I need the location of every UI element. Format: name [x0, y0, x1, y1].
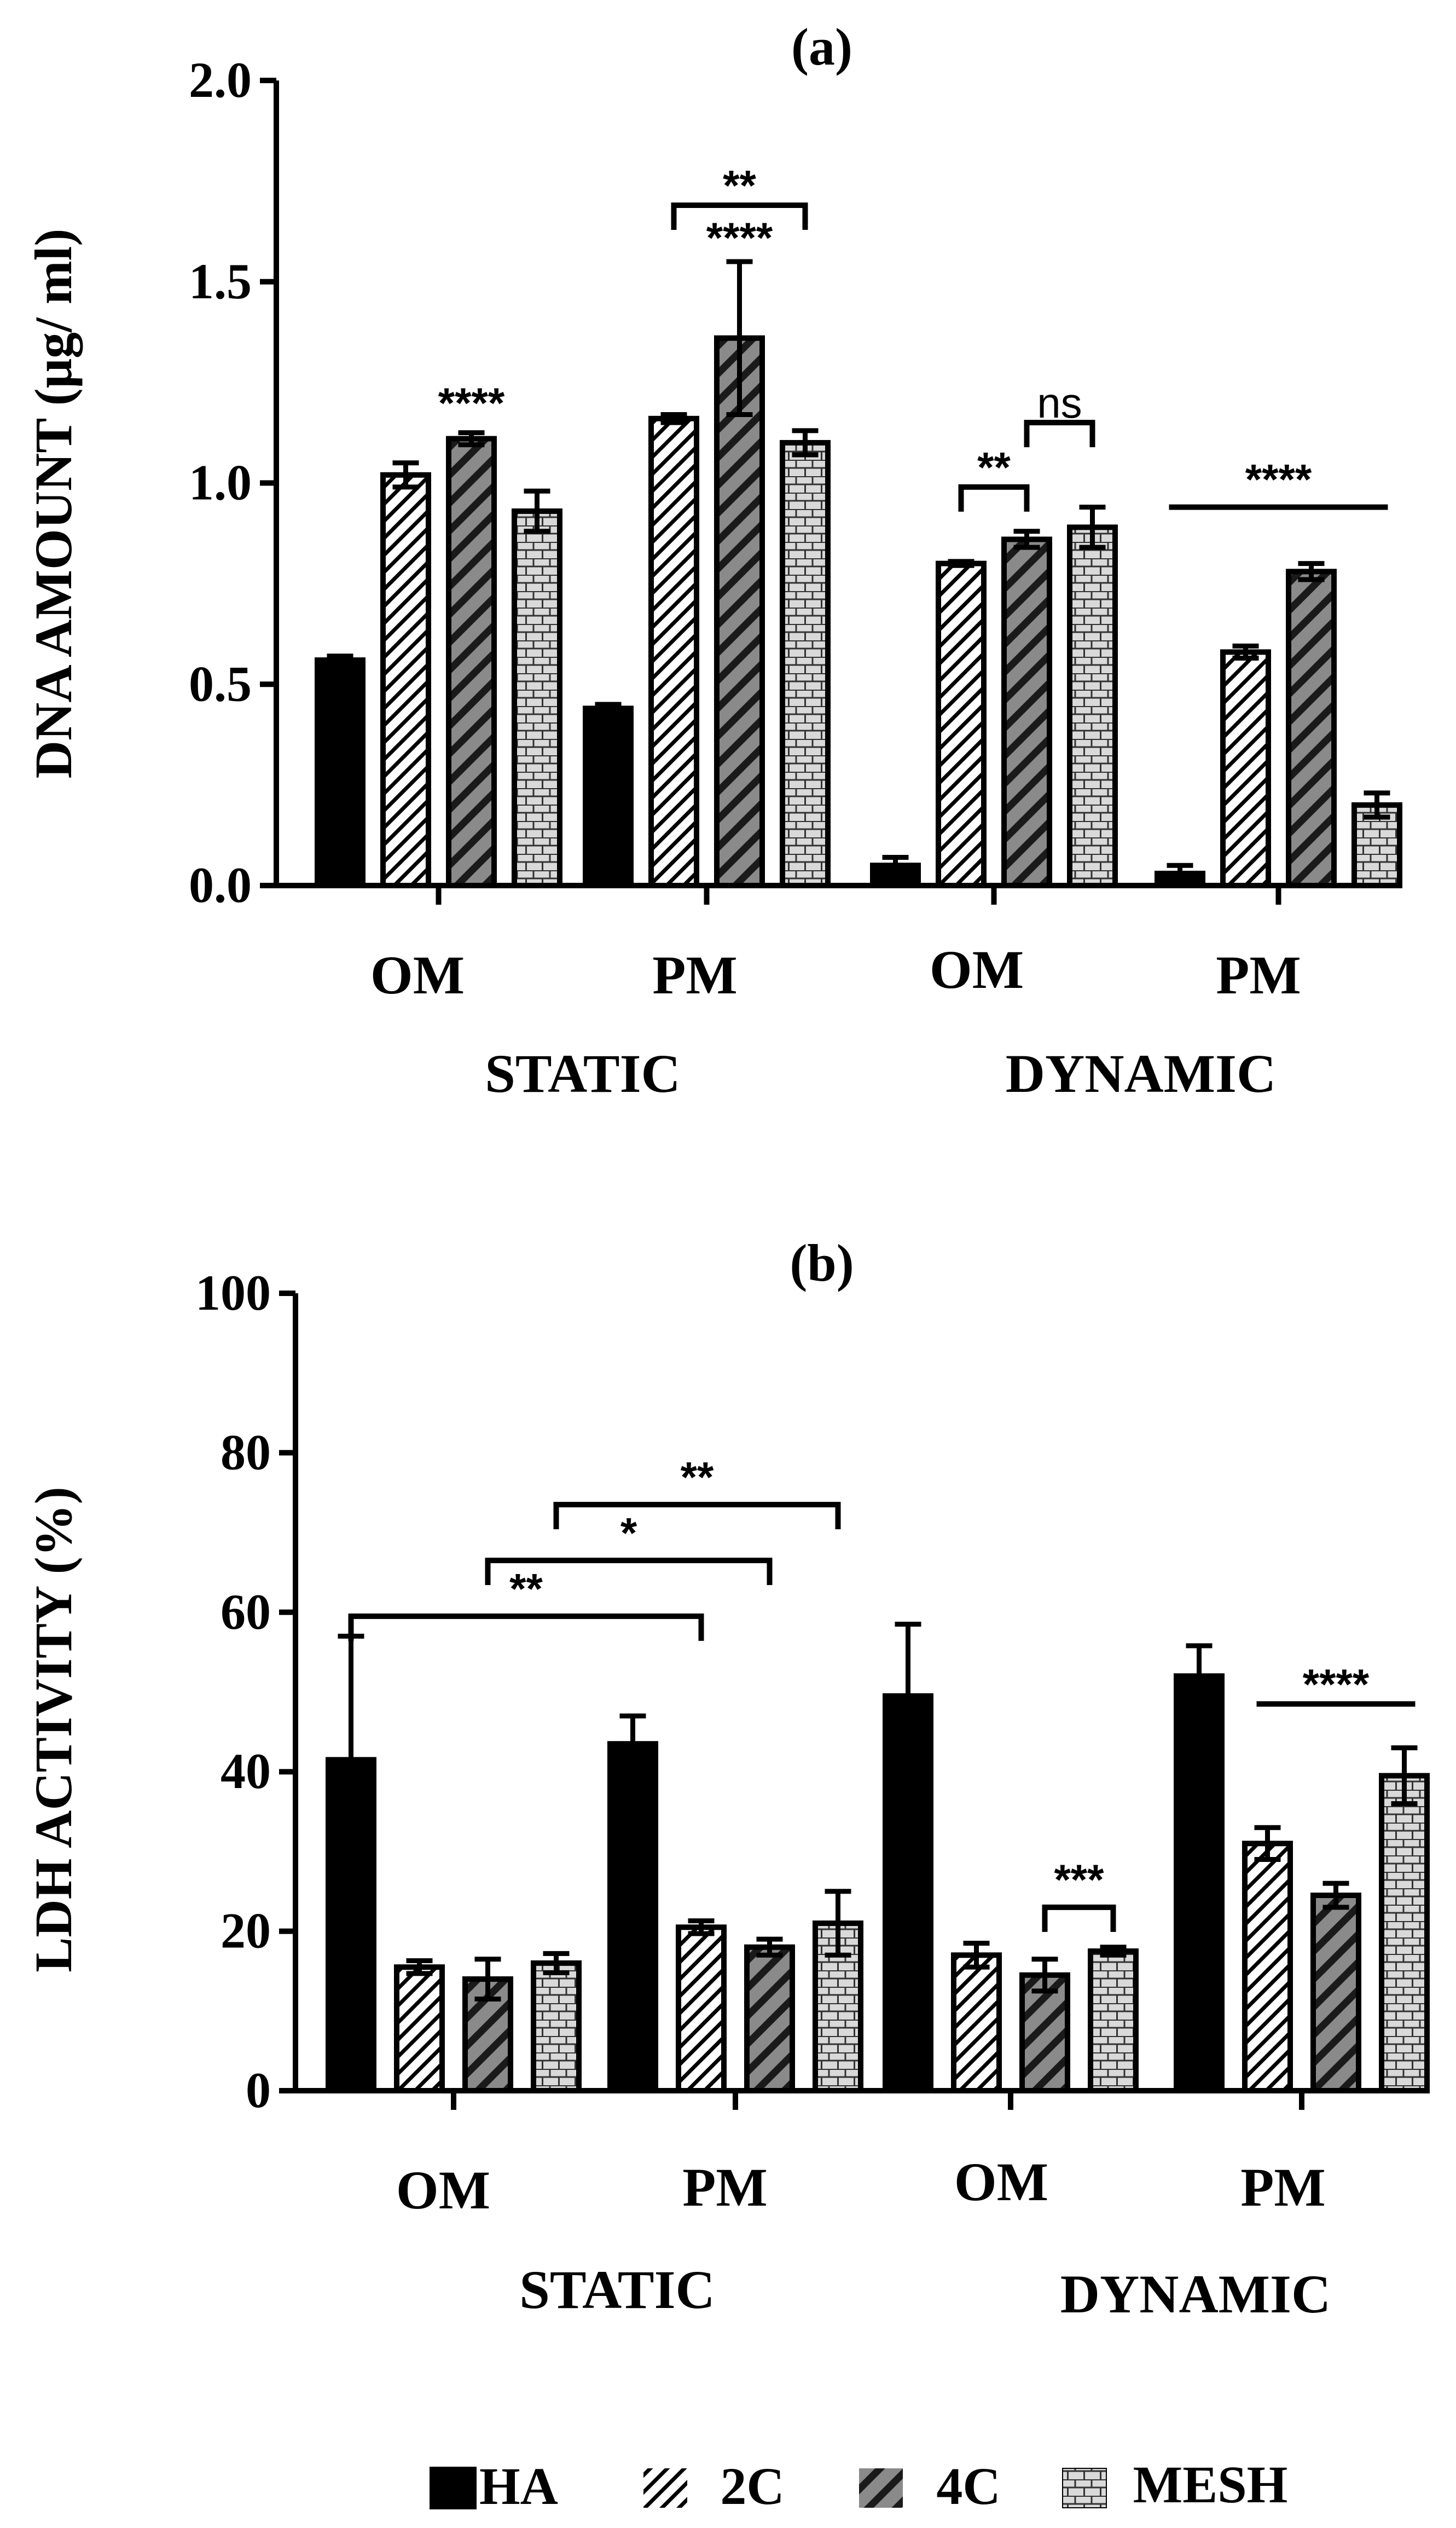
chart-a-y-tick-label: 1.5 [189, 253, 252, 309]
chart-b-sig-label: **** [1303, 1660, 1370, 1708]
chart-b-group-dynamic: DYNAMIC [1060, 2264, 1331, 2324]
chart-b-bar-ha [1174, 1673, 1225, 2094]
chart-a-sig-bracket [958, 484, 1030, 512]
chart-a-sig-label: **** [706, 213, 773, 262]
chart-a-bar-4c [714, 335, 765, 888]
chart-a-y-tick-label: 0.0 [189, 857, 252, 913]
chart-a-bar-4c [1286, 569, 1337, 889]
chart-a-sig-bracket [671, 203, 808, 230]
chart-a-bar-ha [1155, 870, 1205, 889]
legend-label-2c: 2C [720, 2457, 784, 2515]
chart-b-y-tick-label: 20 [221, 1903, 271, 1959]
chart-a-x-tick-label: OM [370, 945, 465, 1005]
chart-a-x-tick-label: PM [652, 945, 737, 1005]
chart-b-bar-4c [744, 1944, 795, 2093]
chart-a-x-tick-label: PM [1216, 945, 1301, 1005]
chart-a-bar-2c [936, 560, 987, 888]
legend-swatch-2c [643, 2468, 687, 2508]
legend-label-ha: HA [479, 2457, 558, 2515]
chart-a-bar-2c [648, 415, 699, 888]
chart-b-sig-bracket [553, 1502, 841, 1530]
chart-b-bar-ha [607, 1741, 658, 2094]
legend-label-4c: 4C [936, 2457, 1000, 2515]
chart-a-bar-mesh [1067, 524, 1118, 888]
chart-b-title: (b) [790, 1234, 854, 1292]
chart-b-x-tick-label: OM [396, 2160, 490, 2220]
chart-b-sig-label: *** [1054, 1855, 1104, 1904]
chart-a-bar-mesh [780, 439, 831, 888]
chart-a-sig-label: ** [723, 161, 756, 210]
chart-b-x-tick-label: OM [954, 2151, 1048, 2212]
chart-a-plot: 0.00.51.01.52.0OM PM OM PM************ns***… [189, 52, 1402, 1005]
chart-b-bar-2c [1242, 1841, 1293, 2094]
chart-b-sig-label: ** [509, 1564, 543, 1612]
chart-a-ylabel: DNA AMOUNT (μg/ ml) [24, 229, 83, 779]
chart-b-y-tick-label: 80 [221, 1424, 271, 1480]
chart-b-sig-label: * [620, 1508, 637, 1557]
chart-a-y-tick-label: 2.0 [189, 52, 252, 108]
chart-b-ylabel: LDH ACTIVITY (%) [24, 1486, 83, 1972]
chart-a-bar-ha [870, 863, 921, 888]
chart-b-bar-mesh [1088, 1948, 1139, 2093]
legend-label-mesh: MESH [1133, 2455, 1288, 2514]
legend-swatch-ha [430, 2467, 477, 2509]
chart-b-bar-2c [676, 1924, 727, 2093]
chart-a-bar-4c [446, 436, 497, 888]
chart-b-sig-bracket [348, 1613, 704, 1641]
chart-a-sig-bracket [1024, 420, 1095, 448]
chart-a-sig-label: **** [438, 379, 505, 427]
chart-b-x-tick-label: PM [682, 2157, 767, 2218]
chart-a-x-tick-label: OM [930, 939, 1024, 1000]
chart-b-y-tick-label: 60 [221, 1584, 271, 1640]
chart-b-y-tick-label: 0 [246, 2062, 271, 2118]
chart-b-sig-bracket [485, 1558, 773, 1586]
chart-a-group-static: STATIC [485, 1043, 681, 1104]
chart-b-group-static: STATIC [519, 2259, 715, 2320]
chart-b-bar-2c [394, 1964, 445, 2094]
chart-a-bar-2c [380, 472, 431, 888]
chart-a-sig-label: **** [1245, 455, 1312, 504]
legend: HA 2C 4C MESH [430, 2455, 1288, 2515]
chart-a-y-tick-label: 0.5 [189, 656, 252, 711]
chart-a-bar-2c [1220, 649, 1271, 889]
chart-a-sig-label: ** [977, 443, 1011, 491]
chart-b-bar-2c [951, 1952, 1002, 2094]
chart-a-title: (a) [791, 18, 852, 76]
chart-b-y-tick-label: 100 [195, 1265, 271, 1321]
chart-b-sig-label: ** [681, 1453, 714, 1501]
chart-b-bar-mesh [1379, 1773, 1430, 2094]
legend-swatch-mesh [1062, 2468, 1107, 2508]
chart-a-bar-mesh [512, 508, 562, 888]
chart-b-bar-4c [1310, 1893, 1361, 2093]
chart-b-bar-mesh [531, 1960, 582, 2093]
legend-swatch-4c [859, 2468, 903, 2508]
chart-b-sig-bracket [1042, 1904, 1116, 1932]
chart-b-y-tick-label: 40 [221, 1743, 271, 1799]
chart-b-x-tick-label: PM [1240, 2157, 1325, 2218]
chart-a-bar-ha [583, 705, 634, 888]
chart-a-sig-label: ns [1037, 379, 1082, 427]
chart-a-y-tick-label: 1.0 [189, 455, 252, 511]
chart-b-bar-ha [883, 1693, 933, 2093]
chart-a-group-dynamic: DYNAMIC [1006, 1043, 1276, 1104]
chart-a-bar-4c [1001, 536, 1052, 888]
chart-a-bar-ha [315, 657, 366, 888]
chart-b-bar-ha [326, 1757, 376, 2093]
